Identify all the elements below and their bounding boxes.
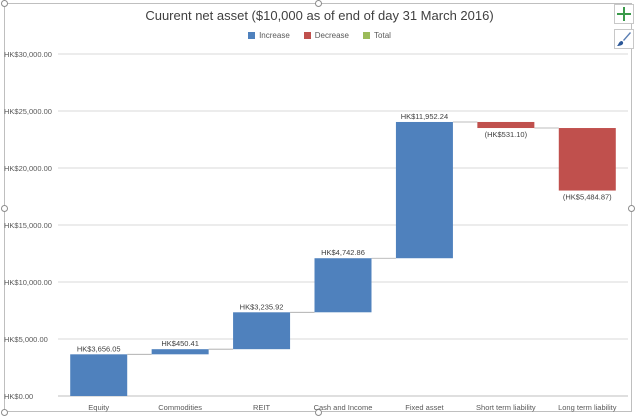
legend-swatch-increase	[248, 32, 256, 39]
y-tick-label: HK$20,000.00	[4, 164, 52, 173]
legend-item-total: Total	[363, 31, 391, 40]
data-label: HK$11,952.24	[401, 112, 448, 121]
x-tick-label: Short term liability	[476, 403, 536, 412]
x-tick-label: Commodities	[158, 403, 202, 412]
y-tick-label: HK$10,000.00	[4, 278, 52, 287]
bar-increase	[70, 354, 128, 396]
chart-elements-button[interactable]	[614, 4, 634, 24]
resize-handle-right-middle[interactable]	[628, 205, 635, 212]
legend-swatch-decrease	[303, 32, 311, 39]
x-tick-label: Equity	[88, 403, 109, 412]
data-label: HK$3,235.92	[240, 302, 284, 311]
bar-increase	[233, 312, 291, 350]
data-label: (HK$531.10)	[485, 130, 528, 139]
chart-area[interactable]	[4, 3, 632, 412]
resize-handle-top-left[interactable]	[1, 0, 8, 7]
y-tick-label: HK$25,000.00	[4, 107, 52, 116]
legend-label-increase: Increase	[259, 31, 290, 40]
y-tick-label: HK$0.00	[4, 392, 33, 401]
legend-label-total: Total	[374, 31, 391, 40]
chart-title: Cuurent net asset ($10,000 as of end of …	[145, 8, 494, 23]
legend-label-decrease: Decrease	[314, 31, 350, 40]
resize-handle-left-middle[interactable]	[1, 205, 8, 212]
bar-increase	[314, 258, 372, 313]
x-tick-label: Long term liability	[558, 403, 617, 412]
bar-increase	[395, 121, 453, 259]
data-label: HK$4,742.86	[321, 248, 365, 257]
legend-item-decrease: Decrease	[303, 31, 350, 40]
y-tick-label: HK$15,000.00	[4, 221, 52, 230]
legend-item-increase: Increase	[248, 31, 290, 40]
bar-decrease	[558, 128, 616, 191]
x-tick-label: Cash and Income	[314, 403, 373, 412]
resize-handle-bottom-center[interactable]	[315, 409, 322, 416]
chart-styles-button[interactable]	[614, 29, 634, 49]
legend: Increase Decrease Total	[0, 31, 639, 40]
paintbrush-icon	[617, 32, 631, 46]
y-tick-label: HK$5,000.00	[4, 335, 48, 344]
x-tick-label: Fixed asset	[405, 403, 444, 412]
bar-increase	[151, 349, 209, 355]
y-tick-label: HK$30,000.00	[4, 50, 52, 59]
data-label: HK$450.41	[161, 339, 199, 348]
plus-icon	[617, 7, 631, 21]
resize-handle-bottom-left[interactable]	[1, 409, 8, 416]
x-tick-label: REIT	[253, 403, 271, 412]
resize-handle-top-center[interactable]	[315, 0, 322, 7]
data-label: HK$3,656.05	[77, 344, 121, 353]
data-label: (HK$5,484.87)	[563, 193, 612, 202]
bar-decrease	[477, 121, 535, 129]
legend-swatch-total	[363, 32, 371, 39]
